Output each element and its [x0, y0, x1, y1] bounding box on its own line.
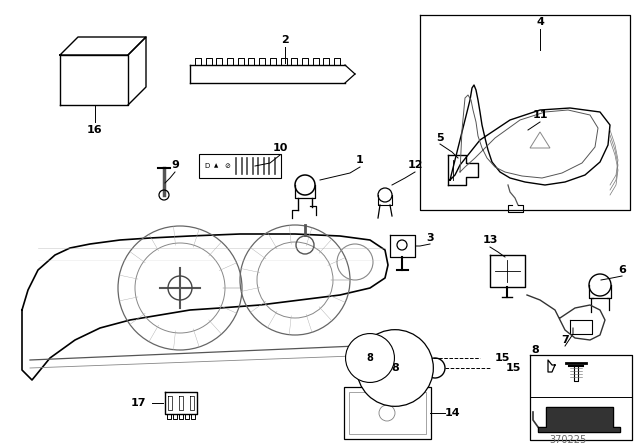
Text: ⊘: ⊘	[224, 163, 230, 169]
Text: 9: 9	[171, 160, 179, 170]
Text: 10: 10	[272, 143, 288, 153]
Text: 3: 3	[426, 233, 434, 243]
Text: 14: 14	[445, 408, 461, 418]
Polygon shape	[538, 407, 620, 432]
Text: 7: 7	[561, 335, 569, 345]
Text: 8: 8	[531, 345, 539, 355]
Text: 12: 12	[407, 160, 423, 170]
Text: 2: 2	[281, 35, 289, 45]
Text: 8: 8	[367, 353, 373, 363]
Text: D: D	[204, 163, 209, 169]
Text: 16: 16	[87, 125, 103, 135]
Text: 1: 1	[356, 155, 364, 165]
Text: 6: 6	[618, 265, 626, 275]
Text: 17: 17	[131, 398, 146, 408]
Text: ▲: ▲	[214, 164, 218, 168]
Text: 13: 13	[483, 235, 498, 245]
Text: 11: 11	[532, 110, 548, 120]
Text: 8: 8	[391, 363, 399, 373]
Text: 15: 15	[506, 363, 522, 373]
Text: 370225: 370225	[549, 435, 587, 445]
Text: 15: 15	[495, 353, 510, 363]
Text: 5: 5	[436, 133, 444, 143]
Text: 4: 4	[536, 17, 544, 27]
